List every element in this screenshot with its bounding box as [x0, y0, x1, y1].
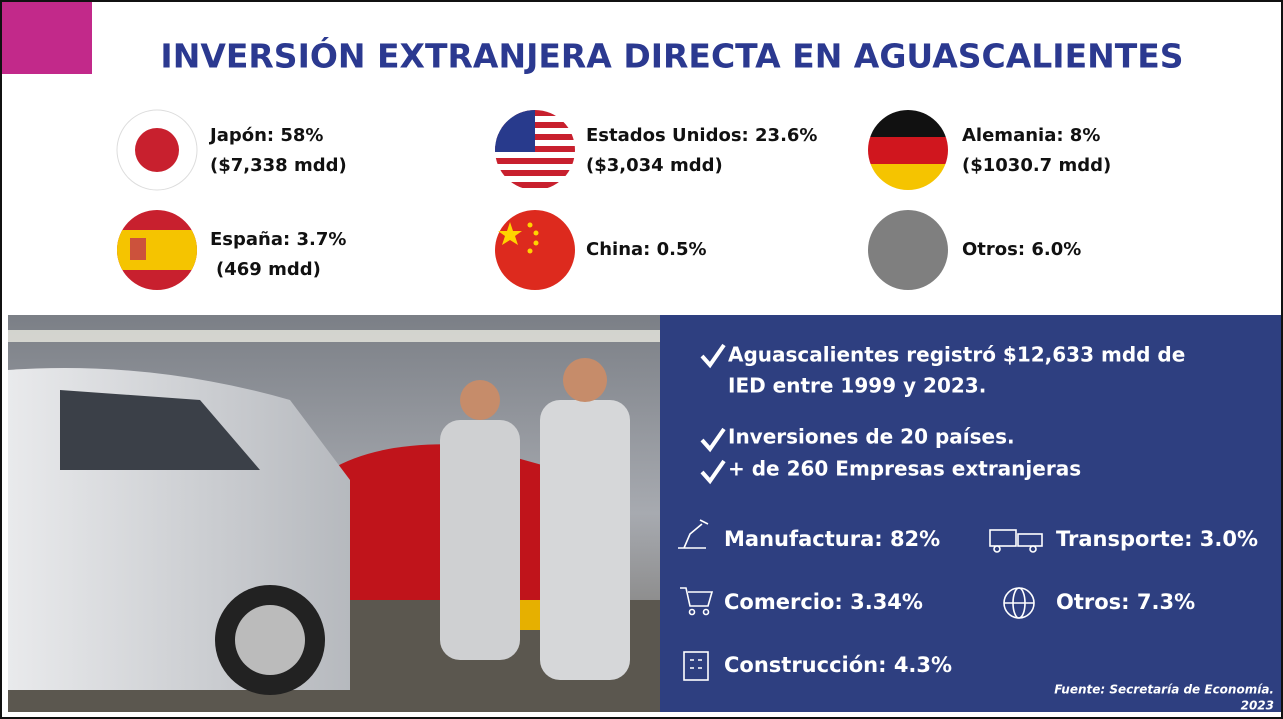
bullet-text: Inversiones de 20 países. [728, 425, 1015, 449]
country-text: España: 3.7% [210, 229, 346, 250]
country-text: Japón: 58% [208, 125, 323, 146]
slide: INVERSIÓN EXTRANJERA DIRECTA EN AGUASCAL… [0, 0, 1283, 719]
flag-other [868, 210, 948, 290]
country-text: (469 mdd) [216, 259, 321, 280]
accent-square [2, 2, 92, 74]
country-text: ($7,338 mdd) [210, 155, 347, 176]
country-text: Otros: 6.0% [962, 239, 1081, 260]
source-text: 2023 [1241, 699, 1274, 713]
country-text: China: 0.5% [586, 239, 707, 260]
sector-text: Otros: 7.3% [1056, 590, 1195, 614]
sector-text: Manufactura: 82% [724, 527, 940, 551]
country-text: ($1030.7 mdd) [962, 155, 1111, 176]
source-text: Fuente: Secretaría de Economía. [1054, 683, 1274, 697]
bullet-text: Aguascalientes registró $12,633 mdd de [728, 343, 1185, 367]
country-text: ($3,034 mdd) [586, 155, 723, 176]
flag-china [495, 210, 575, 290]
bullet-text: + de 260 Empresas extranjeras [728, 457, 1081, 481]
flag-usa [495, 110, 575, 190]
bullet-text: IED entre 1999 y 2023. [728, 374, 986, 398]
photo [8, 315, 660, 712]
sector-text: Construcción: 4.3% [724, 653, 952, 677]
flag-japan [117, 110, 197, 190]
title: INVERSIÓN EXTRANJERA DIRECTA EN AGUASCAL… [160, 36, 1183, 76]
sector-text: Comercio: 3.34% [724, 590, 923, 614]
country-text: Estados Unidos: 23.6% [586, 125, 817, 146]
country-text: Alemania: 8% [962, 125, 1100, 146]
flag-germany [868, 110, 948, 190]
flag-spain [117, 210, 197, 290]
sector-text: Transporte: 3.0% [1056, 527, 1258, 551]
